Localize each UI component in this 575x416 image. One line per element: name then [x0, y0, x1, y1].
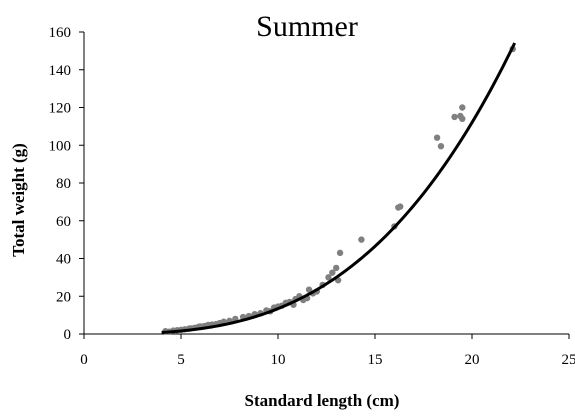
x-tick-label: 5 [177, 352, 185, 368]
data-point [397, 203, 404, 210]
tick-labels: 0 5 10 15 20 25 0 20 40 60 80 100 120 140 160 [49, 25, 575, 368]
y-tick-label: 0 [64, 327, 72, 343]
data-point [433, 134, 441, 141]
x-tick-label: 20 [465, 352, 480, 368]
data-point [459, 115, 466, 123]
data-points [162, 45, 516, 335]
data-point [459, 104, 466, 111]
data-point [451, 113, 458, 121]
y-tick-label: 120 [49, 101, 72, 117]
y-tick-label: 140 [49, 63, 72, 79]
y-tick-label: 60 [56, 214, 71, 230]
x-tick-label: 0 [80, 352, 88, 368]
y-tick-label: 100 [49, 138, 72, 154]
data-point [325, 274, 332, 281]
x-tick-label: 15 [368, 352, 383, 368]
y-tick-label: 20 [56, 289, 71, 305]
data-point [437, 142, 445, 150]
x-axis-label: Standard length (cm) [245, 391, 400, 410]
y-tick-label: 80 [56, 176, 71, 192]
x-tick-label: 10 [271, 352, 286, 368]
fit-curve [161, 42, 517, 334]
y-tick-label: 160 [49, 25, 72, 41]
data-point [336, 249, 344, 257]
data-point [333, 264, 340, 272]
data-point [329, 269, 336, 276]
x-tick-label: 25 [562, 352, 575, 368]
chart-title: Summer [256, 10, 358, 43]
data-point [358, 236, 365, 243]
y-tick-label: 40 [56, 252, 71, 268]
y-axis-label: Total weight (g) [9, 143, 28, 257]
